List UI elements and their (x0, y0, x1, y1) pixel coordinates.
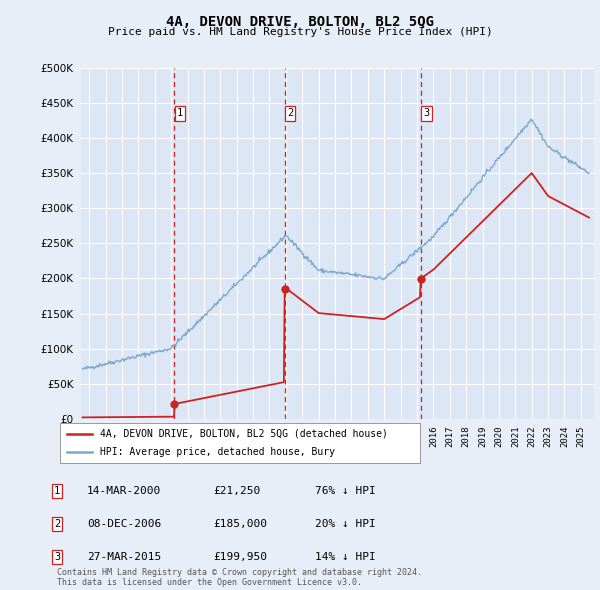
Text: 1: 1 (54, 486, 60, 496)
Text: 4A, DEVON DRIVE, BOLTON, BL2 5QG: 4A, DEVON DRIVE, BOLTON, BL2 5QG (166, 15, 434, 29)
Text: £199,950: £199,950 (213, 552, 267, 562)
Text: Contains HM Land Registry data © Crown copyright and database right 2024.
This d: Contains HM Land Registry data © Crown c… (57, 568, 422, 587)
Text: 27-MAR-2015: 27-MAR-2015 (87, 552, 161, 562)
Text: £21,250: £21,250 (213, 486, 260, 496)
Text: 2: 2 (287, 109, 293, 119)
Text: 76% ↓ HPI: 76% ↓ HPI (315, 486, 376, 496)
Text: 14-MAR-2000: 14-MAR-2000 (87, 486, 161, 496)
Text: 08-DEC-2006: 08-DEC-2006 (87, 519, 161, 529)
Text: 2: 2 (54, 519, 60, 529)
Text: Price paid vs. HM Land Registry's House Price Index (HPI): Price paid vs. HM Land Registry's House … (107, 27, 493, 37)
Text: 4A, DEVON DRIVE, BOLTON, BL2 5QG (detached house): 4A, DEVON DRIVE, BOLTON, BL2 5QG (detach… (100, 429, 388, 439)
Text: 1: 1 (177, 109, 183, 119)
Text: HPI: Average price, detached house, Bury: HPI: Average price, detached house, Bury (100, 447, 335, 457)
Text: 20% ↓ HPI: 20% ↓ HPI (315, 519, 376, 529)
Text: £185,000: £185,000 (213, 519, 267, 529)
Text: 14% ↓ HPI: 14% ↓ HPI (315, 552, 376, 562)
Text: 3: 3 (54, 552, 60, 562)
Text: 3: 3 (423, 109, 430, 119)
